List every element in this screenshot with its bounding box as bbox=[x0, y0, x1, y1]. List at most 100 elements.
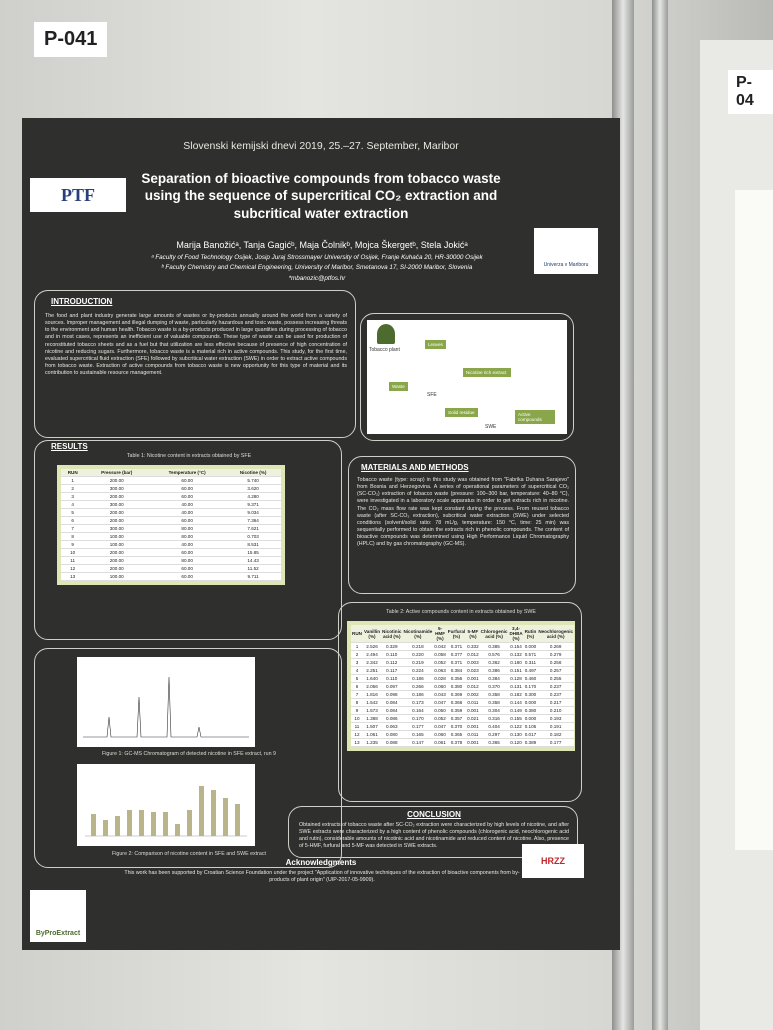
table-row: 4 300.00 40.00 9.371 bbox=[61, 500, 281, 509]
table-cell: 1.542 bbox=[362, 698, 382, 707]
table-cell: 15.85 bbox=[225, 548, 281, 557]
table-cell: 3 bbox=[61, 492, 85, 501]
table-cell: 0.098 bbox=[381, 690, 403, 699]
table-cell: 0.000 bbox=[523, 698, 538, 707]
table-cell: 1.573 bbox=[362, 706, 382, 715]
table-cell: 0.404 bbox=[479, 722, 509, 731]
table-cell: 60.00 bbox=[149, 476, 226, 485]
table-cell: 0.012 bbox=[466, 650, 480, 659]
table: RUN Pressure (bar) Temperature (°C) Nicotin… bbox=[61, 469, 281, 581]
table-cell: 0.052 bbox=[433, 658, 447, 667]
table-cell: 0.177 bbox=[537, 738, 575, 747]
table-cell: 11.52 bbox=[225, 564, 281, 573]
table-row: 9 1.573 0.084 0.164 0.050 0.359 0.001 0.304 0.14… bbox=[351, 706, 575, 715]
table-cell: 0.088 bbox=[381, 738, 403, 747]
table-cell: 0.380 bbox=[446, 682, 467, 691]
table-cell: 100.00 bbox=[84, 532, 150, 541]
table-cell: 0.256 bbox=[537, 658, 575, 667]
table-cell: 0.369 bbox=[446, 690, 467, 699]
table-cell: 0.155 bbox=[508, 714, 524, 723]
table-cell: 0.165 bbox=[402, 730, 434, 739]
table-cell: 0.193 bbox=[537, 714, 575, 723]
table-cell: 7.364 bbox=[225, 516, 281, 525]
table-cell: 60.00 bbox=[149, 492, 226, 501]
table-cell: 0.147 bbox=[402, 738, 434, 747]
table-cell: 9.034 bbox=[225, 508, 281, 517]
column-header: Furfural (%) bbox=[446, 625, 467, 643]
table-cell: 0.011 bbox=[466, 698, 480, 707]
table-row: 6 200.00 60.00 7.364 bbox=[61, 516, 281, 525]
table-cell: 0.180 bbox=[508, 658, 524, 667]
logo: HRZZ bbox=[522, 844, 584, 878]
heading: MATERIALS AND METHODS bbox=[361, 463, 469, 472]
table-cell: 0.084 bbox=[381, 706, 403, 715]
table-cell: 0.110 bbox=[381, 650, 403, 659]
table-row: 11 1.507 0.063 0.177 0.047 0.370 0.001 0.404 0.1… bbox=[351, 722, 575, 731]
diagram-box: Tobacco plant Leaves Waste SFE Nicotine … bbox=[360, 313, 574, 441]
table-cell: 3 bbox=[351, 658, 363, 667]
bars bbox=[91, 786, 240, 836]
table-cell: 0.002 bbox=[466, 690, 480, 699]
plant-icon bbox=[377, 324, 395, 344]
table-cell: 6 bbox=[61, 516, 85, 525]
table-cell: 0.357 bbox=[446, 714, 467, 723]
table-cell: 0.255 bbox=[537, 674, 575, 683]
table-cell: 0.316 bbox=[479, 714, 509, 723]
table-cell: 1.816 bbox=[362, 690, 382, 699]
table-cell: 0.300 bbox=[523, 690, 538, 699]
table-cell: 0.063 bbox=[433, 666, 447, 675]
table-cell: 0.084 bbox=[381, 698, 403, 707]
table-cell: 0.086 bbox=[381, 714, 403, 723]
table-cell: 0.173 bbox=[402, 698, 434, 707]
table-cell: 0.021 bbox=[466, 714, 480, 723]
table-cell: 0.224 bbox=[402, 666, 434, 675]
table-cell: 8 bbox=[61, 532, 85, 541]
table-cell: 2 bbox=[351, 650, 363, 659]
table-cell: 0.332 bbox=[466, 642, 480, 651]
column-header: Temperature (°C) bbox=[149, 469, 226, 477]
caption: Table 1: Nicotine content in extracts ob… bbox=[126, 453, 252, 459]
neighbor-label: P-04 bbox=[728, 70, 773, 114]
pole bbox=[652, 0, 668, 1030]
table-cell: 0.182 bbox=[508, 690, 524, 699]
table-cell: 0.237 bbox=[537, 690, 575, 699]
column-header: 3,4-DHBA (%) bbox=[508, 625, 524, 643]
table-cell: 0.105 bbox=[523, 722, 538, 731]
table-row: 8 100.00 80.00 0.703 bbox=[61, 532, 281, 541]
table-cell: 60.00 bbox=[149, 548, 226, 557]
node-label: Tobacco plant bbox=[369, 347, 400, 353]
table-cell: 0.269 bbox=[537, 642, 575, 651]
table-cell: 1 bbox=[351, 642, 363, 651]
table-cell: 60.00 bbox=[149, 516, 226, 525]
table-cell: 200.00 bbox=[84, 564, 150, 573]
table-cell: 60.00 bbox=[149, 572, 226, 581]
table-cell: 80.00 bbox=[149, 524, 226, 533]
column-header: Rutin (%) bbox=[523, 625, 538, 643]
table-cell: 1.640 bbox=[362, 674, 382, 683]
table-row: 1 2.526 0.329 0.218 0.042 0.371 0.332 0.385 0.15… bbox=[351, 642, 575, 651]
table-cell: 0.186 bbox=[402, 690, 434, 699]
table-cell: 0.370 bbox=[479, 682, 509, 691]
node-label: SWE bbox=[485, 424, 497, 430]
table-cell: 0.011 bbox=[466, 730, 480, 739]
table-cell: 0.164 bbox=[402, 706, 434, 715]
table-cell: 0.191 bbox=[537, 722, 575, 731]
table-cell: 4 bbox=[61, 500, 85, 509]
column-header: Chlorogenic acid (%) bbox=[479, 625, 509, 643]
table-cell: 1 bbox=[61, 476, 85, 485]
table-cell: 0.001 bbox=[466, 738, 480, 747]
table-cell: 0.371 bbox=[446, 658, 467, 667]
logo: ByProExtract bbox=[30, 890, 86, 942]
table-cell: 0.170 bbox=[523, 682, 538, 691]
table-cell: 0.220 bbox=[402, 650, 434, 659]
column-header: Pressure (bar) bbox=[84, 469, 150, 477]
table-cell: 0.386 bbox=[479, 666, 509, 675]
table-cell: 1.507 bbox=[362, 722, 382, 731]
table-cell: 80.00 bbox=[149, 532, 226, 541]
table-cell: 0.001 bbox=[466, 674, 480, 683]
column-header: Neochlorogenic acid (%) bbox=[537, 625, 575, 643]
paragraph: Tobacco waste (type: scrap) in this stud… bbox=[357, 477, 569, 548]
table-cell: 0.063 bbox=[381, 722, 403, 731]
table-cell: 0.061 bbox=[433, 738, 447, 747]
table-cell: 6 bbox=[351, 682, 363, 691]
